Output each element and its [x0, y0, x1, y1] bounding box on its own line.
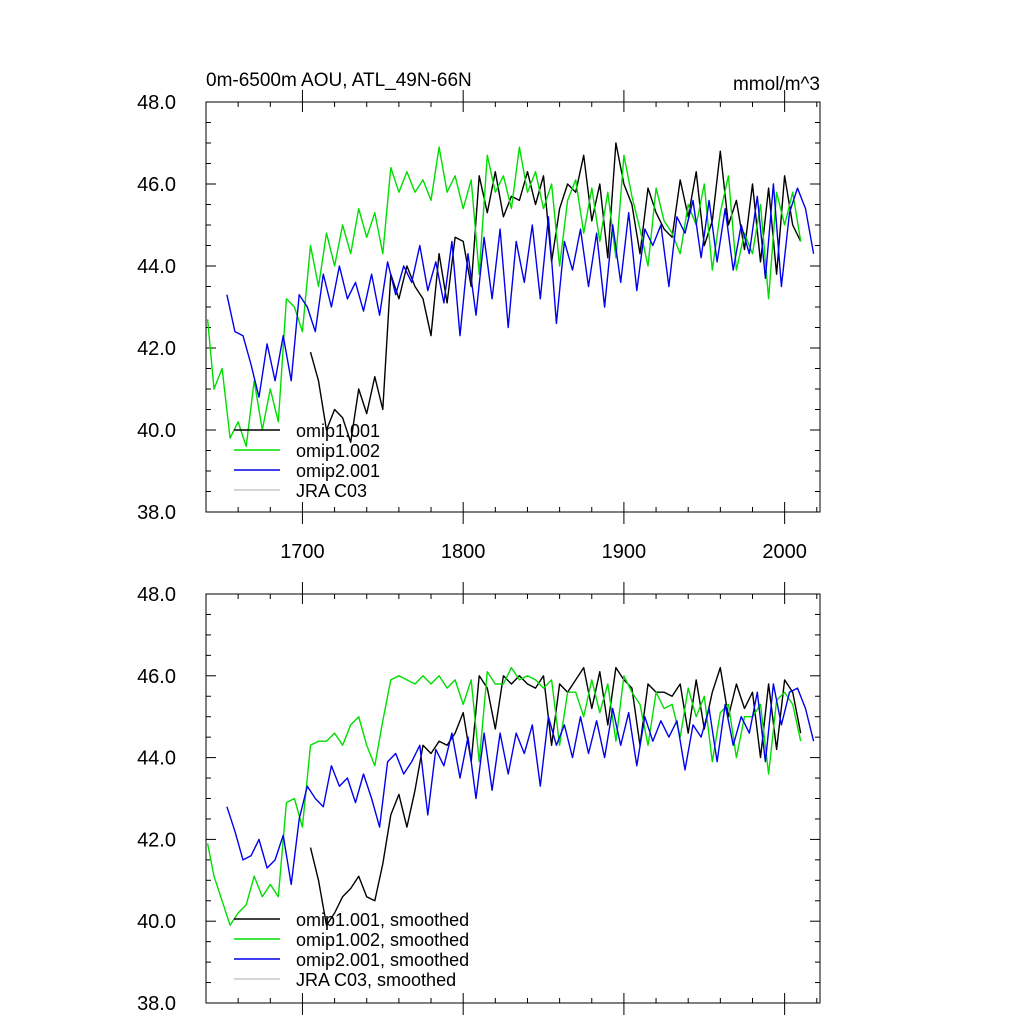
y-tick-label: 48.0 [137, 584, 176, 606]
y-tick-label: 42.0 [137, 829, 176, 851]
legend-label: omip1.002, smoothed [296, 930, 469, 950]
legend-label: omip2.001 [296, 461, 380, 481]
y-tick-label: 46.0 [137, 666, 176, 688]
x-tick-label: 1700 [280, 541, 325, 563]
y-tick-label: 48.0 [137, 92, 176, 114]
y-tick-label: 38.0 [137, 993, 176, 1015]
series-line-2 [206, 666, 802, 926]
y-tick-label: 40.0 [137, 420, 176, 442]
y-tick-label: 40.0 [137, 911, 176, 933]
legend-label: omip2.001, smoothed [296, 950, 469, 970]
legend-label: JRA C03 [296, 481, 367, 501]
legend-label: omip1.002 [296, 441, 380, 461]
series-line-3 [226, 183, 815, 398]
series-line-1 [309, 142, 802, 443]
chart-units: mmol/m^3 [733, 74, 820, 95]
legend-label: omip1.001 [296, 421, 380, 441]
y-tick-label: 42.0 [137, 338, 176, 360]
legend-label: JRA C03, smoothed [296, 970, 456, 990]
y-tick-label: 44.0 [137, 256, 176, 278]
chart-panel-1: 38.0 40.0 42.0 44.0 46.0 48.0 1700 1800 1900 2000… [137, 70, 821, 563]
chart-panel-2: 38.0 40.0 42.0 44.0 46.0 48.0 omip1.001, smoot… [137, 582, 821, 1015]
y-tick-label: 38.0 [137, 502, 176, 524]
y-tick-label: 46.0 [137, 174, 176, 196]
series-line-2 [206, 146, 802, 448]
y-tick-label: 44.0 [137, 748, 176, 770]
x-tick-label: 1800 [441, 541, 486, 563]
series-line-3 [226, 683, 815, 886]
x-tick-label: 1900 [602, 541, 647, 563]
legend-label: omip1.001, smoothed [296, 910, 469, 930]
x-tick-label: 2000 [762, 541, 807, 563]
chart-title: 0m-6500m AOU, ATL_49N-66N [206, 70, 472, 91]
